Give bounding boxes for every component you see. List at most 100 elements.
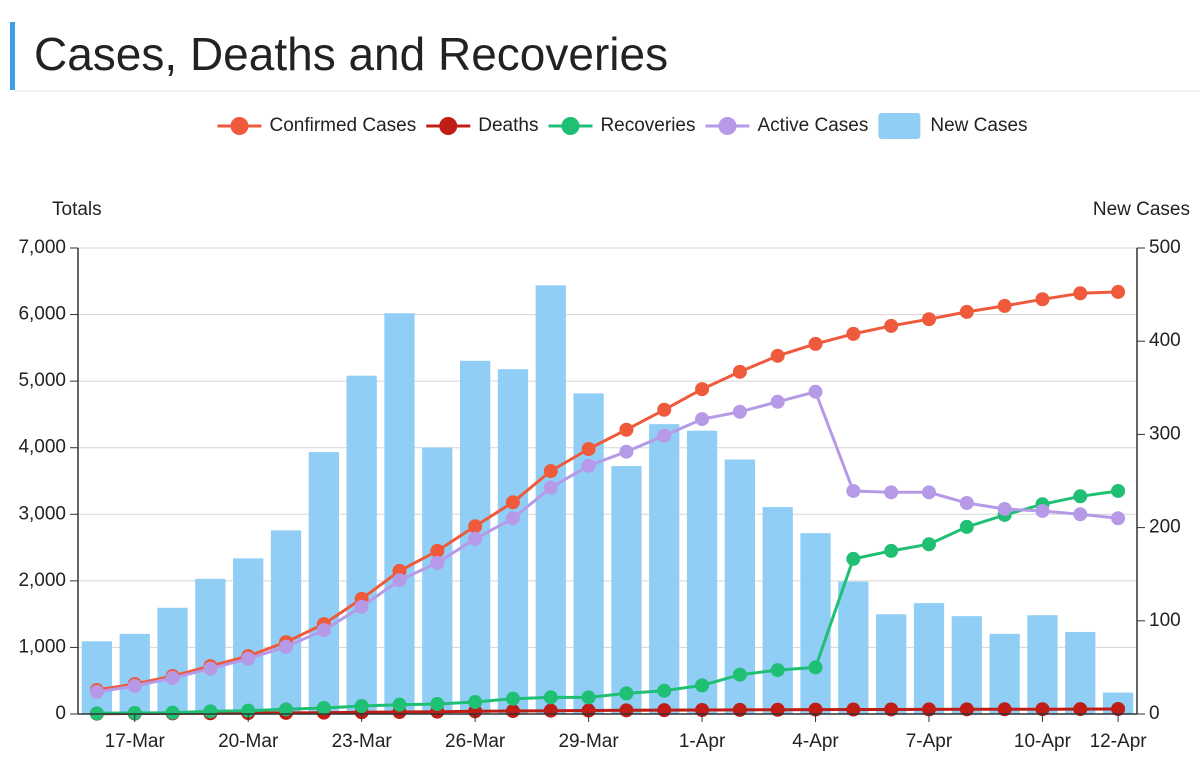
point	[695, 678, 710, 693]
bar	[81, 641, 113, 714]
point	[316, 623, 331, 638]
bar	[497, 369, 529, 714]
point	[846, 702, 861, 717]
point	[884, 543, 899, 558]
legend-item[interactable]: Active Cases	[705, 115, 869, 136]
legend-dot	[439, 117, 458, 135]
x-tick-label: 23-Mar	[332, 731, 393, 752]
point	[619, 703, 634, 718]
point	[770, 702, 785, 717]
y2-tick-label: 300	[1149, 423, 1181, 444]
point	[808, 660, 823, 675]
legend-dot	[230, 117, 249, 135]
point	[505, 511, 520, 526]
bar	[422, 447, 453, 714]
series-line	[96, 707, 1119, 716]
point	[165, 705, 180, 720]
point	[808, 336, 823, 351]
legend-item[interactable]: New Cases	[878, 113, 1028, 139]
bar	[195, 578, 226, 714]
point	[959, 495, 974, 510]
point	[543, 703, 558, 718]
point	[392, 573, 407, 588]
y-tick-label: 4,000	[18, 437, 66, 458]
point	[1073, 489, 1088, 504]
point	[959, 702, 974, 717]
y-tick-label: 7,000	[18, 237, 66, 258]
x-tick-label: 1-Apr	[679, 731, 726, 752]
title-accent	[10, 22, 15, 90]
point	[619, 686, 634, 701]
point	[770, 663, 785, 678]
bar	[989, 633, 1020, 714]
point	[1035, 503, 1050, 518]
point	[695, 412, 710, 427]
point	[657, 683, 672, 698]
point	[543, 480, 558, 495]
series-line	[96, 489, 1119, 715]
point	[392, 697, 407, 712]
point	[1111, 511, 1126, 526]
y2-tick-label: 0	[1149, 703, 1160, 724]
point	[468, 695, 483, 710]
point	[732, 667, 747, 682]
point	[921, 702, 936, 717]
point	[921, 537, 936, 552]
point	[770, 394, 785, 409]
point	[619, 422, 634, 437]
point	[808, 384, 823, 399]
bar	[346, 375, 377, 714]
point	[997, 501, 1012, 516]
x-tick-label: 26-Mar	[445, 731, 506, 752]
point	[884, 702, 899, 717]
bar	[119, 633, 150, 714]
point	[997, 298, 1012, 313]
legend-item[interactable]: Recoveries	[548, 115, 696, 136]
legend-item[interactable]: Confirmed Cases	[217, 115, 416, 136]
bar	[1027, 615, 1058, 714]
point	[846, 326, 861, 341]
y-tick-label: 3,000	[18, 503, 66, 524]
point	[203, 704, 218, 719]
point	[808, 702, 823, 717]
bar	[951, 616, 982, 714]
x-tick-label: 20-Mar	[218, 731, 279, 752]
legend-dot	[561, 117, 580, 135]
point	[505, 704, 520, 719]
point	[695, 382, 710, 397]
point	[1073, 702, 1088, 717]
bar	[157, 607, 188, 714]
point	[279, 639, 294, 654]
series-line	[96, 290, 1119, 692]
point	[732, 364, 747, 379]
legend-item[interactable]: Deaths	[426, 115, 538, 136]
legend-label: Deaths	[478, 115, 538, 136]
point	[1035, 702, 1050, 717]
bar	[611, 466, 642, 714]
y2-tick-label: 100	[1149, 610, 1181, 631]
point	[657, 402, 672, 417]
point	[657, 428, 672, 443]
point	[1073, 286, 1088, 301]
point	[581, 458, 596, 473]
point	[127, 706, 142, 721]
bar	[308, 452, 339, 714]
legend-label: Confirmed Cases	[269, 115, 416, 136]
bar	[913, 603, 945, 714]
point	[430, 555, 445, 570]
point	[354, 599, 369, 614]
x-tick-label: 10-Apr	[1014, 731, 1072, 752]
y-tick-label: 1,000	[18, 636, 66, 657]
bar	[233, 558, 264, 714]
x-tick-label: 12-Apr	[1090, 731, 1148, 752]
x-tick-label: 17-Mar	[105, 731, 166, 752]
point	[959, 519, 974, 534]
point	[657, 703, 672, 718]
point	[279, 702, 294, 717]
point	[127, 679, 142, 694]
bar	[1065, 631, 1096, 714]
bar	[762, 507, 793, 714]
point	[1035, 292, 1050, 307]
